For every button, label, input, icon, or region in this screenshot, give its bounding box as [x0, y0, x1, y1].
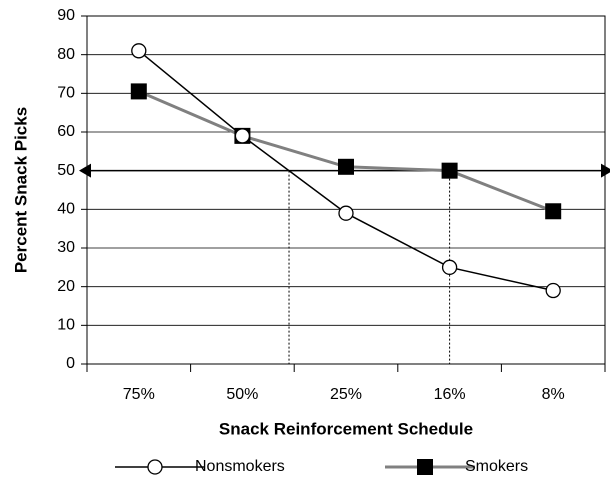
legend-label: Smokers — [465, 458, 528, 475]
plot-frame — [86, 15, 606, 365]
x-axis-title: Snack Reinforcement Schedule — [219, 419, 473, 438]
point — [234, 128, 251, 144]
y-tick-label: 90 — [57, 7, 75, 24]
series-line — [138, 90, 554, 213]
point — [147, 459, 163, 475]
y-tick-label: 40 — [57, 201, 75, 218]
x-tick-label: 50% — [226, 386, 258, 403]
y-tick-label: 70 — [57, 85, 75, 102]
y-axis-title: Percent Snack Picks — [11, 107, 30, 273]
y-tick-label: 80 — [57, 46, 75, 63]
y-tick-label: 20 — [57, 278, 75, 295]
x-tick-label: 75% — [123, 386, 155, 403]
arrow-head — [601, 163, 610, 178]
arrow-head — [79, 163, 91, 178]
point — [545, 203, 562, 220]
y-tick-label: 50 — [57, 162, 75, 179]
x-tick-label: 25% — [330, 386, 362, 403]
point — [130, 83, 147, 100]
legend-label: Nonsmokers — [195, 458, 285, 475]
y-tick-label: 10 — [57, 317, 75, 334]
point — [417, 459, 433, 475]
point — [338, 205, 354, 221]
y-tick-label: 0 — [66, 355, 75, 372]
x-tick-label: 8% — [542, 386, 565, 403]
point — [441, 162, 458, 179]
point — [131, 43, 147, 59]
point — [441, 259, 458, 275]
point — [545, 282, 561, 299]
y-tick-label: 60 — [57, 123, 75, 140]
point — [338, 158, 354, 175]
y-tick-label: 30 — [57, 239, 75, 256]
x-tick-label: 16% — [434, 386, 466, 403]
